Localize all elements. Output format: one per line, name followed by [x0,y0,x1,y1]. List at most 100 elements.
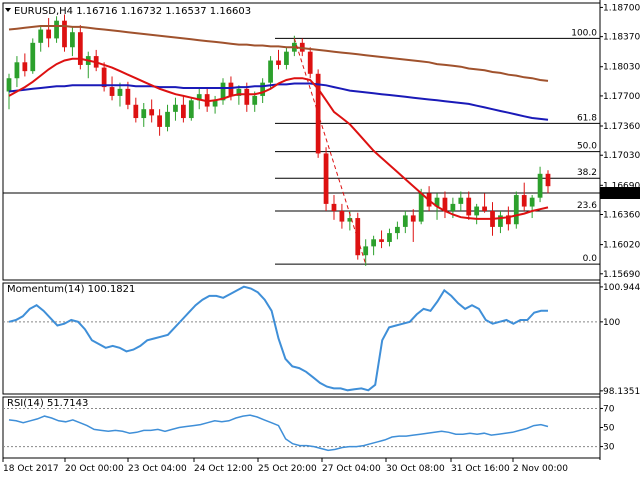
momentum-tick-label: 98.1351 [603,387,640,397]
rsi-tick-label: 30 [603,443,615,453]
candle-body [331,203,337,211]
candle-body [529,197,535,207]
candle-body [450,203,456,211]
candle-body [363,246,369,256]
rsi-tick-label: 50 [603,424,615,434]
candle-body [395,226,400,234]
momentum-header: Momentum(14) 100.1821 [7,284,135,295]
momentum-panel-frame [2,282,601,395]
x-tick-label: 23 Oct 04:00 [128,464,187,474]
x-tick-label: 27 Oct 04:00 [322,464,381,474]
candle-body [521,195,527,207]
candle-body [307,51,313,74]
candle-body [434,197,440,207]
fib-label: 50.0 [577,142,597,152]
sma-red-line [8,57,549,220]
price-header: EURUSD,H4 1.16716 1.16732 1.16537 1.1660… [14,6,251,17]
rsi-header: RSI(14) 51.7143 [7,398,88,409]
candle-body [347,218,353,222]
fib-label: 61.8 [577,113,597,123]
candle-body [101,67,107,88]
candle-body [410,215,416,222]
candle-body [22,62,28,72]
candle-body [228,82,234,96]
candle-body [54,20,59,39]
candle-body [196,94,202,101]
y-tick-label: 1.18370 [603,33,640,43]
candle-body [355,218,361,256]
y-tick-label: 1.17700 [603,92,640,102]
candle-body [244,88,250,105]
collapse-triangle-icon [5,8,11,12]
candle-body [133,104,139,119]
candle-body [181,104,186,119]
rsi-line [8,414,549,452]
candle-body [458,197,464,204]
candle-body [38,29,44,43]
rsi-tick-label: 70 [603,404,615,414]
fib-label: 0.0 [583,254,598,264]
candle-body [252,95,258,105]
y-tick-label: 1.17030 [603,151,640,161]
candle-body [157,115,162,127]
candle-body [220,82,226,101]
current-price-box [600,187,640,200]
candle-body [14,62,20,79]
fib-trend-line [293,38,367,265]
x-tick-label: 24 Oct 12:00 [194,464,253,474]
candle-body [545,173,551,187]
y-tick-label: 1.16020 [603,241,640,251]
momentum-tick-label: 100 [603,318,620,328]
candle-body [442,197,448,211]
fib-label: 23.6 [577,201,597,211]
candle-body [482,206,487,211]
fib-label: 100.0 [571,28,597,38]
candle-body [70,32,75,48]
candle-body [474,206,480,216]
candle-body [117,88,123,96]
sma-brown-line [8,25,549,82]
candle-body [62,20,67,48]
current-price-label: 1.16603 [603,190,640,200]
y-tick-label: 1.16690 [603,181,640,191]
y-tick-label: 1.17360 [603,122,640,132]
candle-body [284,51,289,65]
candle-body [6,78,12,92]
candle-body [268,60,273,83]
candle-body [466,197,472,216]
candle-body [323,153,329,204]
rsi-panel-frame [2,396,601,459]
fib-label: 38.2 [577,168,597,178]
candle-body [276,60,281,65]
candle-body [212,100,218,107]
candle-body [141,109,147,119]
candle-body [260,82,266,96]
candle-body [418,193,424,222]
candle-body [125,88,131,105]
y-tick-label: 1.18700 [603,3,640,13]
x-tick-label: 2 Nov 00:00 [513,464,568,474]
candle-body [379,239,384,242]
x-tick-label: 20 Oct 00:00 [65,464,124,474]
candle-body [387,233,392,242]
candle-body [505,215,511,225]
candle-body [371,239,376,247]
x-tick-label: 18 Oct 2017 [3,464,59,474]
sma-blue-line [8,82,549,121]
momentum-tick-label: 100.9447 [603,283,640,293]
candle-body [513,195,519,225]
candle-body [498,215,503,227]
candle-body [149,109,155,116]
candle-body [30,42,36,72]
x-tick-label: 30 Oct 08:00 [386,464,445,474]
candle-body [188,100,194,119]
candle-body [109,87,115,96]
candle-body [173,104,178,112]
x-tick-label: 25 Oct 20:00 [258,464,317,474]
candle-body [537,173,543,198]
candle-body [77,32,83,65]
candle-body [165,111,170,127]
y-tick-label: 1.18030 [603,63,640,73]
